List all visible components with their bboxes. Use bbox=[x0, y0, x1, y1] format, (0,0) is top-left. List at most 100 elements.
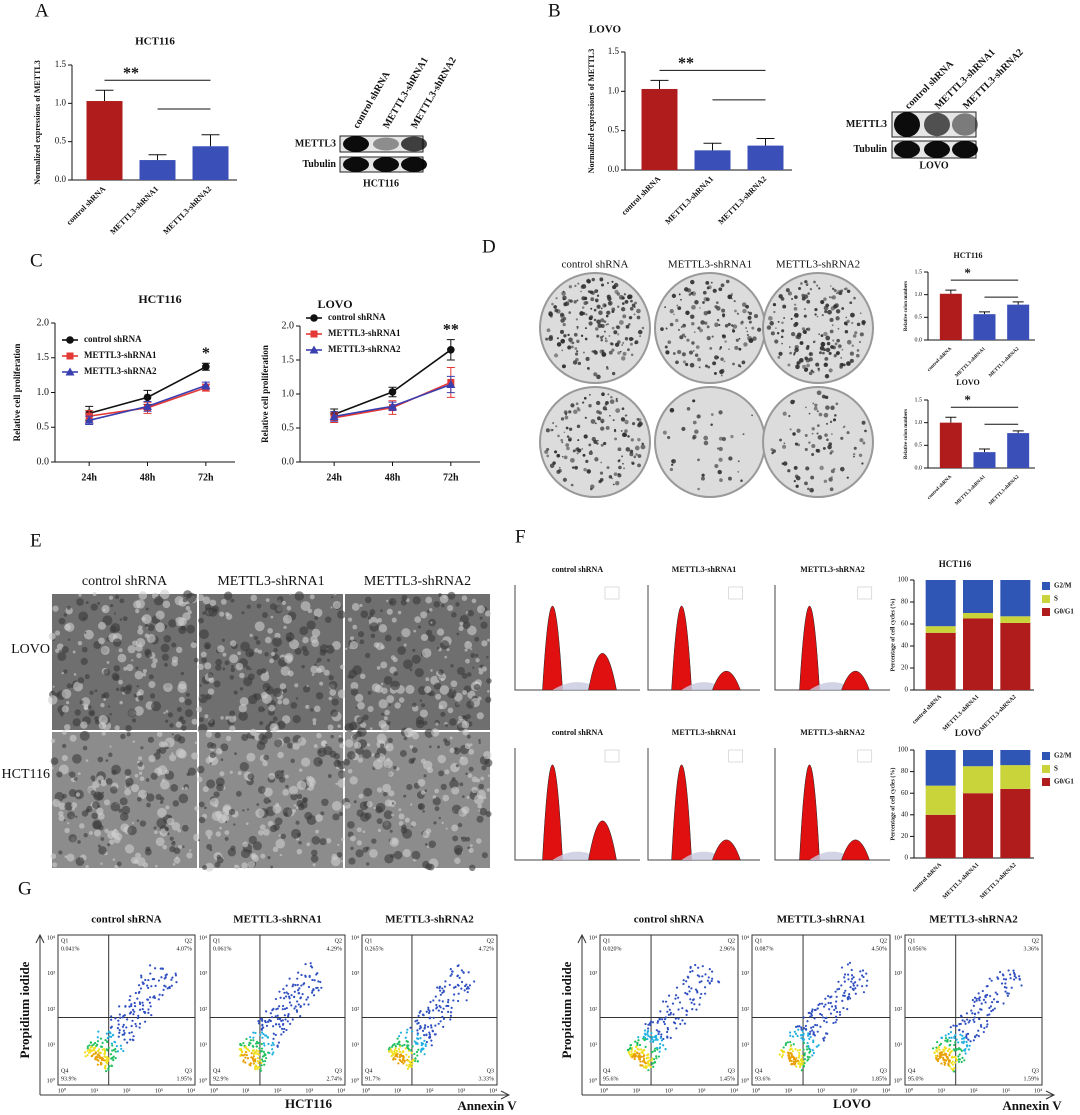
event-dot bbox=[423, 1027, 426, 1030]
y-tick-label: 60 bbox=[901, 789, 909, 797]
event-dot bbox=[947, 1048, 951, 1051]
colony bbox=[705, 280, 710, 285]
micrograph-texture bbox=[371, 753, 376, 757]
micrograph-texture bbox=[124, 768, 132, 776]
colony bbox=[664, 345, 668, 349]
event-dot bbox=[957, 1055, 960, 1058]
colony bbox=[793, 465, 798, 470]
event-dot bbox=[296, 977, 299, 980]
event-dot bbox=[150, 985, 153, 988]
colony bbox=[706, 335, 711, 341]
event-dot bbox=[823, 1036, 826, 1039]
micrograph-texture bbox=[353, 800, 357, 804]
event-dot bbox=[417, 1048, 420, 1051]
micrograph-texture bbox=[381, 687, 388, 694]
colony bbox=[845, 316, 848, 319]
micrograph-texture bbox=[299, 768, 303, 772]
colony bbox=[588, 321, 593, 326]
micrograph-texture bbox=[101, 731, 106, 736]
chart-title: LOVO bbox=[955, 728, 981, 738]
micrograph-texture bbox=[199, 629, 209, 640]
micrograph-texture bbox=[333, 593, 337, 596]
micrograph-texture bbox=[216, 856, 224, 864]
colony bbox=[562, 322, 566, 327]
event-dot bbox=[312, 994, 316, 997]
event-dot bbox=[428, 1017, 431, 1020]
micrograph-texture bbox=[134, 852, 142, 859]
quadrant-percent: 0.087% bbox=[755, 946, 774, 952]
event-dot bbox=[249, 1039, 252, 1042]
micrograph-texture bbox=[47, 695, 58, 705]
event-dot bbox=[674, 1022, 677, 1025]
event-dot bbox=[428, 1011, 431, 1015]
marker bbox=[143, 401, 152, 410]
micrograph-texture bbox=[351, 603, 360, 611]
micrograph-texture bbox=[319, 649, 327, 656]
event-dot bbox=[96, 1040, 100, 1043]
micrograph-texture bbox=[124, 788, 132, 796]
y-tick-label: 0 bbox=[905, 854, 909, 862]
micrograph-texture bbox=[376, 787, 383, 793]
colony bbox=[604, 339, 608, 343]
micrograph-texture bbox=[352, 624, 358, 630]
event-dot bbox=[92, 1047, 95, 1050]
micrograph-texture bbox=[371, 683, 381, 692]
micrograph-texture bbox=[209, 752, 216, 759]
micrograph-texture bbox=[258, 733, 266, 741]
event-dot bbox=[308, 974, 311, 978]
event-dot bbox=[282, 997, 286, 1000]
micrograph-texture bbox=[238, 711, 248, 721]
micrograph-texture bbox=[386, 608, 393, 615]
colony bbox=[739, 365, 742, 368]
y-tick-label: 1.5 bbox=[915, 269, 923, 275]
colony bbox=[630, 461, 635, 465]
micrograph-texture bbox=[233, 690, 238, 695]
event-dot bbox=[955, 1047, 958, 1050]
colony bbox=[680, 298, 682, 301]
colony bbox=[766, 325, 772, 330]
event-dot bbox=[852, 984, 855, 987]
event-dot bbox=[438, 989, 442, 992]
event-dot bbox=[955, 1024, 958, 1027]
event-dot bbox=[248, 1049, 251, 1053]
event-dot bbox=[416, 1054, 419, 1057]
micrograph-texture bbox=[235, 790, 242, 797]
micrograph-texture bbox=[83, 833, 88, 838]
colony bbox=[563, 455, 568, 460]
quadrant-name: Q1 bbox=[213, 938, 220, 944]
event-dot bbox=[255, 1045, 258, 1048]
event-dot bbox=[799, 1063, 802, 1067]
event-dot bbox=[960, 1037, 964, 1040]
colony bbox=[626, 348, 630, 352]
micrograph-texture bbox=[155, 793, 162, 801]
colony bbox=[576, 327, 579, 330]
colony bbox=[741, 302, 747, 307]
colony bbox=[692, 350, 695, 352]
marker bbox=[310, 314, 318, 322]
event-dot bbox=[1012, 971, 1016, 974]
event-dot bbox=[648, 1022, 652, 1025]
micrograph-texture bbox=[76, 598, 84, 606]
colony bbox=[819, 345, 825, 351]
event-dot bbox=[798, 1051, 801, 1055]
micrograph-texture bbox=[465, 772, 468, 776]
micrograph-texture bbox=[109, 595, 114, 600]
colony bbox=[843, 425, 846, 428]
blot-band bbox=[401, 136, 427, 152]
event-dot bbox=[637, 1048, 640, 1051]
event-dot bbox=[828, 1008, 831, 1011]
column-header: METTL3-shRNA2 bbox=[776, 259, 860, 271]
micrograph-texture bbox=[277, 699, 283, 705]
colony bbox=[613, 330, 618, 335]
event-dot bbox=[171, 976, 174, 979]
colony bbox=[590, 487, 593, 491]
micrograph-texture bbox=[198, 801, 205, 808]
event-dot bbox=[111, 1049, 114, 1052]
event-dot bbox=[656, 1020, 660, 1023]
micrograph-texture bbox=[378, 699, 388, 709]
event-dot bbox=[658, 1030, 661, 1033]
event-dot bbox=[650, 1038, 654, 1041]
colony bbox=[854, 331, 858, 335]
event-dot bbox=[260, 1047, 264, 1050]
event-dot bbox=[787, 1054, 790, 1057]
